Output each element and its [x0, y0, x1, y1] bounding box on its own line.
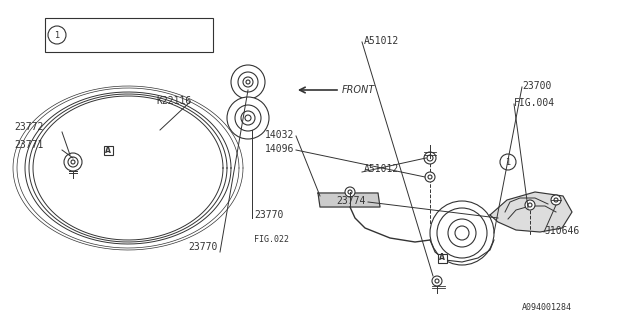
Circle shape	[425, 172, 435, 182]
Text: 14032: 14032	[264, 130, 294, 140]
Text: K22116: K22116	[157, 96, 192, 106]
Text: A: A	[439, 253, 445, 262]
Text: 23770: 23770	[189, 242, 218, 252]
Text: 23771: 23771	[15, 140, 44, 150]
Circle shape	[345, 187, 355, 197]
Circle shape	[427, 155, 433, 161]
Polygon shape	[490, 192, 572, 232]
Circle shape	[437, 208, 487, 258]
Circle shape	[500, 154, 516, 170]
Circle shape	[238, 72, 258, 92]
Text: FIG.004: FIG.004	[514, 98, 555, 108]
Circle shape	[68, 157, 78, 167]
Circle shape	[525, 200, 535, 210]
Circle shape	[528, 203, 532, 207]
Text: A: A	[105, 146, 111, 155]
Circle shape	[246, 80, 250, 84]
Circle shape	[64, 153, 82, 171]
Text: J20601  ✈1203-〉: J20601 ✈1203-〉	[72, 38, 141, 47]
Bar	[438, 253, 447, 262]
Circle shape	[424, 152, 436, 164]
Circle shape	[231, 65, 265, 99]
Text: 23772: 23772	[15, 122, 44, 132]
Circle shape	[48, 26, 66, 44]
Text: 1: 1	[54, 30, 60, 39]
Circle shape	[448, 219, 476, 247]
Circle shape	[432, 276, 442, 286]
Text: FRONT: FRONT	[342, 85, 375, 95]
Text: A51012: A51012	[364, 164, 399, 174]
Text: 1: 1	[506, 157, 511, 166]
Circle shape	[551, 195, 561, 205]
Circle shape	[348, 190, 352, 194]
Bar	[45, 18, 213, 52]
Text: 0104S*B (-1203): 0104S*B (-1203)	[72, 23, 141, 32]
Circle shape	[554, 198, 558, 202]
Text: 14096: 14096	[264, 144, 294, 154]
Text: A51012: A51012	[364, 36, 399, 46]
Polygon shape	[318, 193, 380, 207]
Text: A094001284: A094001284	[522, 303, 572, 312]
Bar	[104, 146, 113, 155]
Circle shape	[235, 105, 261, 131]
Text: FIG.022: FIG.022	[254, 235, 289, 244]
Circle shape	[243, 77, 253, 87]
Circle shape	[455, 226, 469, 240]
Circle shape	[245, 115, 251, 121]
Circle shape	[241, 111, 255, 125]
Text: J10646: J10646	[544, 226, 579, 236]
Circle shape	[71, 160, 75, 164]
Text: 23700: 23700	[522, 81, 552, 91]
Text: 23770: 23770	[254, 210, 284, 220]
Circle shape	[435, 279, 439, 283]
Text: 23774: 23774	[337, 196, 366, 206]
Circle shape	[430, 201, 494, 265]
Circle shape	[428, 175, 432, 179]
Circle shape	[227, 97, 269, 139]
